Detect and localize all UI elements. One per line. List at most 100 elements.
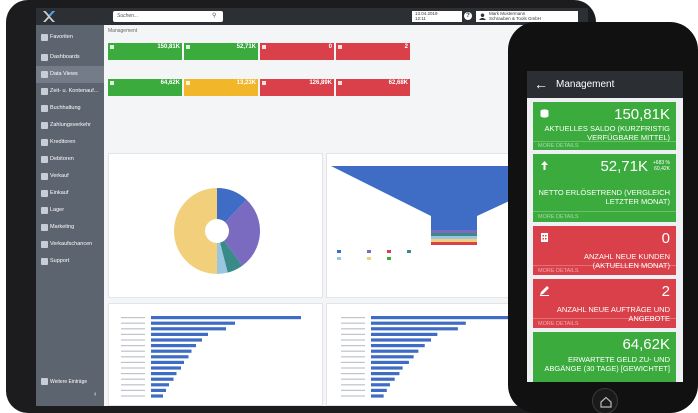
clock-icon (41, 88, 48, 95)
bar-category-label (121, 367, 145, 369)
bar (151, 360, 184, 364)
bar-category-label (121, 339, 145, 341)
sidebar-item-label: Einkauf (50, 190, 69, 196)
card-divider (533, 211, 676, 212)
pie-slice (174, 188, 217, 274)
kpi-card[interactable]: 2 ANZAHL NEUE AUFTRÄGE UND ANGEBOTE MORE… (533, 279, 676, 328)
pie-slice (219, 240, 243, 273)
app-logo-icon[interactable] (42, 10, 56, 23)
pencil-icon (338, 45, 342, 49)
kpi-tile[interactable]: 13,23K (184, 79, 258, 96)
search-input[interactable]: Suchen... ⚲ (113, 11, 223, 22)
bar-category-label (121, 395, 145, 397)
breadcrumb[interactable]: Management (108, 28, 138, 34)
kpi-tile[interactable]: 0 (260, 43, 334, 60)
kpi-value: 0 (328, 44, 332, 50)
pie-slice (224, 199, 260, 266)
kpi-card[interactable]: 64,62K ERWARTETE GELD ZU- UND ABGÄNGE (3… (533, 332, 676, 382)
more-entries-button[interactable]: Weitere Einträge (36, 375, 104, 389)
sidebar-item-favoriten[interactable]: Favoriten (36, 29, 104, 46)
sidebar-item-data-views[interactable]: Data Views (36, 66, 104, 83)
sidebar-item-dashboards[interactable]: Dashboards (36, 49, 104, 66)
time-text: 12:11 (415, 15, 426, 21)
bar-category-label (341, 356, 365, 358)
help-icon[interactable]: ? (464, 12, 472, 20)
sidebar-item-zahlungsverkehr[interactable]: Zahlungsverkehr (36, 117, 104, 134)
bar-category-label (121, 322, 145, 324)
kpi-value: 52,71K (236, 44, 256, 50)
sidebar-item-lager[interactable]: Lager (36, 202, 104, 219)
sidebar-item-kreditoren[interactable]: Kreditoren (36, 134, 104, 151)
kpi-card[interactable]: 0 ANZAHL NEUE KUNDEN (AKTUELLEN MONAT) M… (533, 226, 676, 275)
kpi-tile[interactable]: 52,71K (184, 43, 258, 60)
debtor-icon (41, 156, 48, 163)
sidebar-item-marketing[interactable]: Marketing (36, 219, 104, 236)
bar-category-label (341, 384, 365, 386)
collapse-sidebar-icon[interactable]: ‹ (94, 391, 97, 398)
bar-chart-panel-left (108, 303, 323, 406)
sidebar-item-label: Favoriten (50, 34, 73, 40)
bar-category-label (121, 384, 145, 386)
kpi-value: 150,81K (157, 44, 180, 50)
bar-category-label (341, 373, 365, 375)
kpi-tile[interactable]: 64,62K (108, 79, 182, 96)
bar (151, 372, 177, 376)
sidebar-item-label: Marketing (50, 224, 75, 230)
date-text: 13.04.2019 (415, 11, 438, 16)
funnel-legend (337, 250, 411, 260)
dashboard-icon (41, 54, 48, 61)
home-button[interactable] (592, 388, 618, 413)
bar-category-label (341, 317, 365, 319)
money-icon (110, 81, 114, 85)
kpi-card-description: NETTO ERLÖSETREND (VERGLEICH LETZTER MON… (538, 188, 670, 206)
sidebar-item-support[interactable]: Support (36, 253, 104, 270)
pie-slice (217, 188, 247, 223)
bar-chart-left (121, 316, 301, 398)
arrow-up-icon (541, 161, 548, 170)
bar (371, 394, 384, 398)
bar-category-label (121, 328, 145, 330)
warehouse-icon (41, 207, 48, 214)
date-display: 13.04.2019 12:11 (412, 11, 462, 22)
bar (151, 394, 163, 398)
sidebar-item-buchhaltung[interactable]: Buchhaltung (36, 100, 104, 117)
sidebar-item-label: Buchhaltung (50, 105, 81, 111)
sidebar-item-einkauf[interactable]: Einkauf (36, 185, 104, 202)
building-icon (541, 233, 548, 242)
bar (151, 338, 202, 342)
sidebar-item-verkauf[interactable]: Verkauf (36, 168, 104, 185)
kpi-card-value: 2 (661, 283, 670, 300)
bar (151, 349, 192, 353)
sidebar-item-label: Lager (50, 207, 65, 213)
bar (371, 332, 438, 336)
bar (371, 355, 414, 359)
kpi-tile[interactable]: 126,89K (260, 79, 334, 96)
bar-category-label (341, 395, 365, 397)
kpi-tile[interactable]: 2 (336, 43, 410, 60)
bar (371, 388, 387, 392)
sidebar-item-debitoren[interactable]: Debitoren (36, 151, 104, 168)
bar (151, 366, 181, 370)
search-placeholder: Suchen... (117, 13, 139, 19)
opportunity-icon (41, 241, 48, 248)
kpi-card[interactable]: 52,71K +683 % 60,42K NETTO ERLÖSETREND (… (533, 154, 676, 222)
bar (371, 383, 390, 387)
book-icon (41, 105, 48, 112)
sidebar-item-verkaufschancen[interactable]: Verkaufschancen (36, 236, 104, 253)
more-details-link[interactable]: MORE DETAILS (538, 214, 579, 220)
kpi-tile[interactable]: 62,68K (336, 79, 410, 96)
card-divider (533, 265, 676, 266)
bar (371, 366, 403, 370)
user-menu[interactable]: Mark Mustermann Schrauben & Tools GmbH (476, 11, 578, 22)
search-icon[interactable]: ⚲ (212, 13, 217, 19)
more-details-link[interactable]: MORE DETAILS (538, 268, 579, 274)
sidebar-item-zeit[interactable]: Zeit- u. Kontenauf... (36, 83, 104, 100)
kpi-card[interactable]: 150,81K AKTUELLES SALDO (KURZFRISTIG VER… (533, 102, 676, 150)
more-entries-label: Weitere Einträge (50, 379, 88, 385)
more-details-link[interactable]: MORE DETAILS (538, 143, 579, 149)
back-arrow-icon[interactable]: ← (534, 76, 548, 92)
kpi-tile[interactable]: 150,81K (108, 43, 182, 60)
megaphone-icon (41, 224, 48, 231)
kpi-card-description: AKTUELLES SALDO (KURZFRISTIG VERFÜGBARE … (544, 124, 670, 142)
more-details-link[interactable]: MORE DETAILS (538, 321, 579, 327)
